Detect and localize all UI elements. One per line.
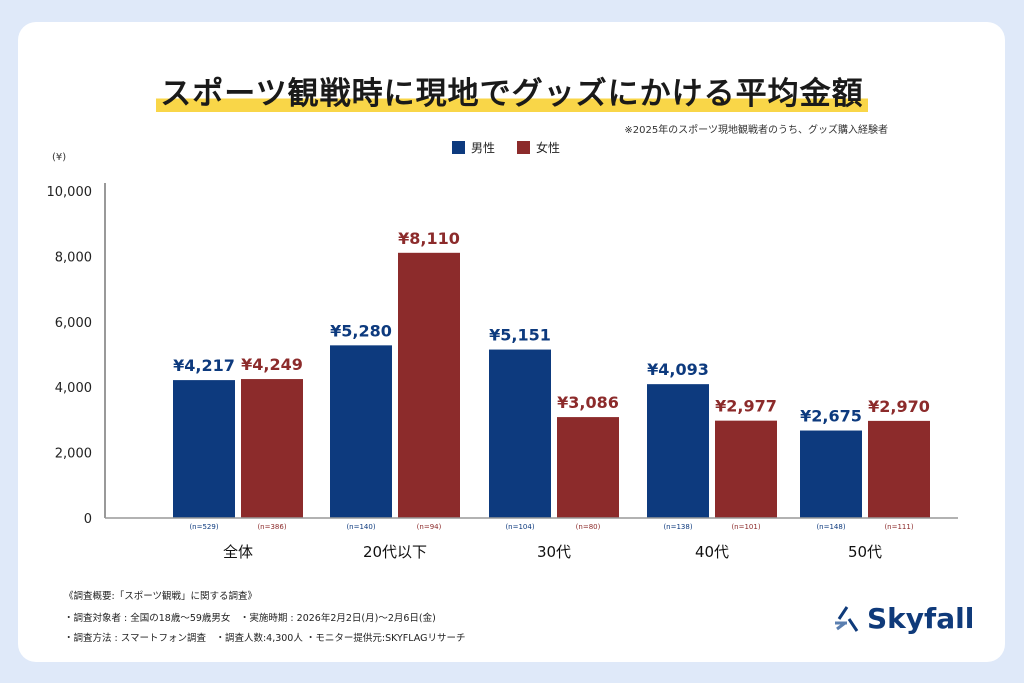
x-tick-label: 40代 (695, 543, 729, 561)
n-label: (n=140) (346, 523, 375, 531)
footer-line-2: ・調査対象者 : 全国の18歳〜59歳男女 ・実施時期 : 2026年2月2日(… (64, 613, 436, 624)
y-axis-label: (¥) (52, 152, 66, 163)
y-tick-label: 6,000 (55, 316, 92, 331)
legend-female: 女性 (517, 139, 560, 156)
n-label: (n=138) (663, 523, 692, 531)
legend-swatch-female (517, 141, 531, 154)
bar (330, 345, 392, 518)
x-tick-label: 20代以下 (363, 543, 427, 561)
y-tick-label: 0 (84, 512, 92, 527)
data-label: ¥4,093 (647, 360, 709, 379)
n-label: (n=529) (189, 523, 218, 531)
legend: 男性 女性 (452, 139, 560, 156)
card (18, 22, 1005, 662)
n-label: (n=101) (731, 523, 760, 531)
skyfall-logo-icon (835, 605, 859, 632)
bar (489, 349, 551, 518)
footer-line-3: ・調査方法 : スマートフォン調査 ・調査人数:4,300人 ・モニター提供元:… (64, 633, 466, 644)
skyfall-logo: Skyfall (833, 602, 974, 635)
y-tick-label: 8,000 (55, 250, 92, 265)
logo-text: Skyfall (867, 602, 975, 635)
chart-title: スポーツ観戦時に現地でグッズにかける平均金額 (0, 68, 1024, 113)
data-label: ¥4,249 (241, 355, 303, 374)
bar (715, 420, 777, 518)
n-label: (n=111) (884, 523, 913, 531)
n-label: (n=80) (576, 523, 601, 531)
y-tick-label: 4,000 (55, 381, 92, 396)
data-label: ¥2,977 (715, 397, 777, 416)
n-label: (n=104) (505, 523, 534, 531)
legend-label-male: 男性 (471, 141, 496, 155)
data-label: ¥2,970 (868, 397, 930, 416)
n-label: (n=94) (417, 523, 442, 531)
y-tick-label: 2,000 (55, 447, 92, 462)
x-tick-label: 全体 (223, 543, 253, 561)
legend-label-female: 女性 (536, 141, 561, 155)
title-text: スポーツ観戦時に現地でグッズにかける平均金額 (156, 76, 868, 112)
n-label: (n=148) (816, 523, 845, 531)
data-label: ¥3,086 (557, 393, 619, 412)
data-label: ¥5,151 (489, 326, 551, 345)
data-label: ¥5,280 (330, 321, 392, 340)
data-label: ¥4,217 (173, 356, 235, 375)
bar (800, 430, 862, 518)
bar (241, 379, 303, 518)
bar (398, 252, 460, 519)
y-tick-label: 10,000 (47, 185, 93, 200)
bar (173, 380, 235, 518)
bar (557, 417, 619, 518)
bar (647, 384, 709, 518)
note: ※2025年のスポーツ現地観戦者のうち、グッズ購入経験者 (624, 125, 888, 136)
data-label: ¥2,675 (800, 407, 862, 426)
data-label: ¥8,110 (398, 229, 460, 248)
n-label: (n=386) (257, 523, 286, 531)
x-tick-label: 50代 (848, 543, 882, 561)
bar (868, 420, 930, 518)
x-tick-label: 30代 (537, 543, 571, 561)
legend-male: 男性 (452, 139, 495, 156)
legend-swatch-male (452, 141, 465, 154)
footer-line-1: 《調査概要:「スポーツ観戦」に関する調査》 (64, 591, 258, 602)
